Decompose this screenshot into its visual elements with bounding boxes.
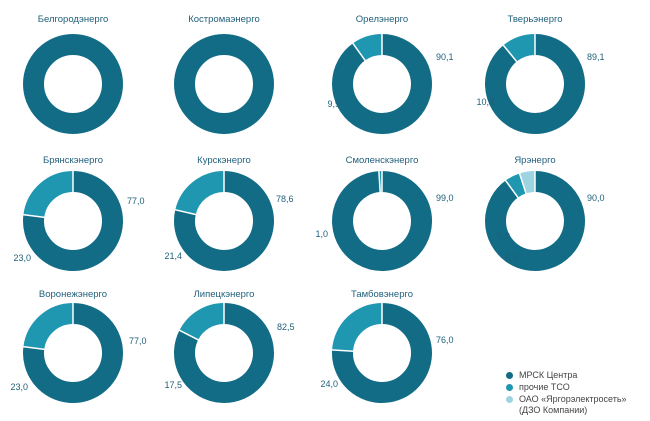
chart-title: Смоленскэнерго: [346, 155, 419, 166]
donut-segment: [505, 173, 527, 198]
value-label: 10,9: [476, 97, 494, 107]
chart-title: Воронежэнерго: [39, 289, 107, 300]
donut-segment: [23, 171, 74, 218]
segment-separator: [22, 345, 45, 351]
value-label: 23,0: [13, 253, 31, 263]
legend-item-mrsk: МРСК Центра: [506, 370, 627, 381]
donut-chart: Липецкэнерго 82,5 17,5: [164, 289, 295, 403]
chart-title: Липецкэнерго: [194, 289, 255, 300]
chart-title: Ярэнерго: [514, 155, 555, 166]
legend: МРСК Центра прочие ТСО ОАО «Яргорэлектро…: [506, 370, 627, 417]
legend-label-mrsk: МРСК Центра: [519, 370, 578, 380]
value-label: 99,0: [436, 193, 454, 203]
segment-separator: [22, 213, 45, 219]
value-label: 9,9: [327, 99, 340, 109]
donut-segment: [23, 303, 123, 403]
donut-segment: [332, 171, 433, 271]
chart-title: Тверьэнерго: [507, 14, 562, 25]
donut-segment: [332, 303, 432, 403]
center-label: 100 %: [207, 77, 241, 91]
legend-label-tso: прочие ТСО: [519, 382, 570, 392]
donut-chart: Курскэнерго 78,6 21,4: [164, 155, 294, 271]
chart-title: Тамбовэнерго: [351, 289, 413, 300]
chart-title: Брянскэнерго: [43, 155, 103, 166]
chart-title: Белгородэнерго: [38, 14, 109, 25]
value-label: 23,0: [10, 382, 28, 392]
chart-title: Костромаэнерго: [188, 14, 260, 25]
chart-title: Курскэнерго: [197, 155, 251, 166]
donut-segment: [174, 171, 274, 271]
value-label: 82,5: [277, 322, 295, 332]
value-label: 5,0: [497, 231, 510, 241]
donut-segment: [174, 34, 274, 134]
value-label: 76,0: [436, 335, 454, 345]
legend-swatch-mrsk: [506, 372, 513, 379]
donut-chart: Орелэнерго 90,1 9,9: [327, 14, 454, 134]
value-label: 77,0: [127, 196, 145, 206]
value-label: 21,4: [164, 251, 182, 261]
legend-item-tso: прочие ТСО: [506, 382, 627, 393]
segment-separator: [331, 349, 354, 352]
value-label: 78,6: [276, 194, 294, 204]
segment-separator: [502, 44, 518, 63]
center-label: 100 %: [56, 77, 90, 91]
legend-item-yarg: ОАО «Яргорэлектросеть» (ДЗО Компании): [506, 394, 627, 416]
value-label: 17,5: [164, 380, 182, 390]
segment-separator: [351, 42, 367, 62]
donut-segment: [519, 170, 536, 194]
donut-segment: [175, 171, 225, 216]
donut-chart: Ярэнерго 90,0 5,0 5,0: [485, 155, 605, 271]
value-label: 1,0: [315, 229, 328, 239]
donut-segment: [23, 171, 123, 271]
value-label: 24,0: [320, 379, 338, 389]
donut-chart: Воронежэнерго 77,0 23,0: [10, 289, 147, 403]
segment-separator: [378, 170, 381, 193]
segment-separator: [518, 172, 527, 195]
donut-segment: [352, 34, 383, 61]
value-label: 77,0: [129, 336, 147, 346]
segment-separator: [174, 208, 197, 216]
donut-segment: [23, 34, 123, 134]
donut-segment: [179, 303, 225, 341]
legend-label-yarg: ОАО «Яргорэлектросеть» (ДЗО Компании): [519, 394, 627, 415]
chart-title: Орелэнерго: [356, 14, 408, 25]
legend-swatch-tso: [506, 384, 513, 391]
segment-separator: [178, 329, 199, 341]
legend-swatch-yarg: [506, 396, 513, 403]
donut-chart: Тамбовэнерго 76,0 24,0: [320, 289, 454, 403]
value-label: 5,0: [505, 253, 518, 263]
donut-segment: [23, 303, 74, 350]
donut-chart: Брянскэнерго 77,0 23,0: [13, 155, 145, 271]
donut-segment: [332, 303, 383, 352]
donut-segment: [332, 34, 432, 134]
donut-chart: Тверьэнерго 89,1 10,9: [476, 14, 605, 134]
donut-segment: [485, 171, 585, 271]
value-label: 89,1: [587, 52, 605, 62]
donut-segment: [503, 34, 536, 62]
donut-segment: [174, 303, 274, 403]
donut-chart: Смоленскэнерго 99,0 1,0: [315, 155, 454, 271]
donut-segment: [485, 34, 585, 134]
donut-chart: Белгородэнерго 100 %: [23, 14, 123, 134]
donut-chart: Костромаэнерго 100 %: [174, 14, 274, 134]
segment-separator: [504, 179, 519, 199]
value-label: 90,1: [436, 52, 454, 62]
value-label: 90,0: [587, 193, 605, 203]
